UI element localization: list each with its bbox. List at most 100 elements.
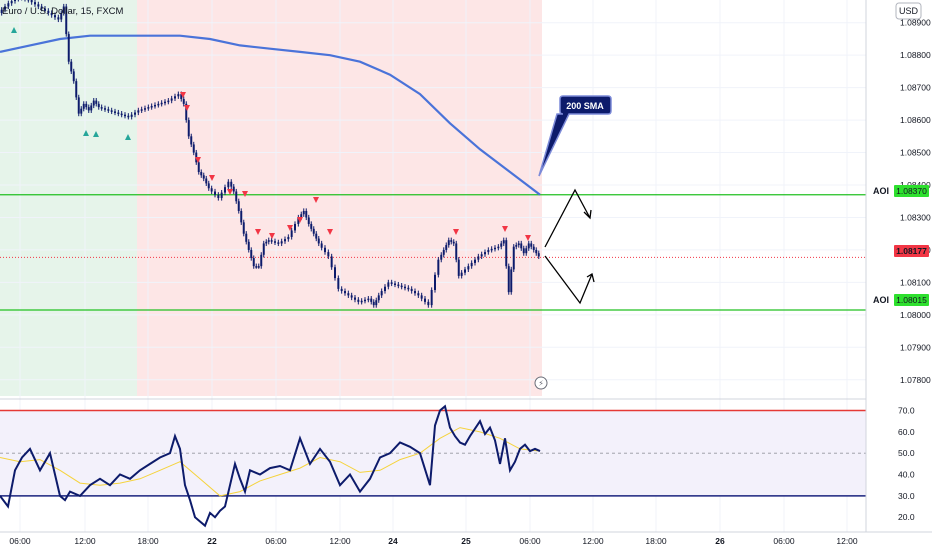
time-tick-label: 06:00 xyxy=(519,536,541,546)
price-candle-body xyxy=(4,6,6,10)
last-price-tag: 1.08177 xyxy=(894,245,929,257)
price-candle-body xyxy=(137,110,140,113)
price-candle-body xyxy=(187,120,190,137)
price-candle-body xyxy=(237,201,240,211)
price-axis[interactable] xyxy=(866,0,932,532)
price-candle-body xyxy=(255,266,258,268)
aoi-lower-tag: AOI 1.08015 xyxy=(873,294,929,306)
price-candle-body xyxy=(85,103,88,108)
price-candle-body xyxy=(302,210,305,215)
sell-signal-icon xyxy=(255,229,261,235)
time-tick-label: 25 xyxy=(461,536,471,546)
price-candle-body xyxy=(370,298,373,302)
price-candle-body xyxy=(114,111,116,113)
symbol-title[interactable]: Euro / U.S. Dollar, 15, FXCM xyxy=(2,6,124,17)
aoi-lower-label: AOI xyxy=(873,295,889,305)
replay-icon[interactable]: ⚡ xyxy=(534,376,548,390)
price-candle-body xyxy=(7,3,10,7)
price-candle-body xyxy=(10,1,13,4)
price-candle-body xyxy=(464,269,466,273)
price-candle-body xyxy=(474,259,476,263)
price-candle-body xyxy=(140,109,143,111)
price-candle-body xyxy=(517,243,520,246)
price-candle-body xyxy=(390,282,393,284)
price-candle-body xyxy=(160,102,163,105)
price-candle-body xyxy=(494,247,496,250)
price-candle-body xyxy=(207,183,210,189)
price-candle-body xyxy=(490,248,493,251)
price-candle-body xyxy=(327,252,330,257)
price-candle-body xyxy=(174,96,176,99)
price-candle-body xyxy=(315,233,318,239)
time-tick-label: 24 xyxy=(388,536,398,546)
price-candle-body xyxy=(197,162,200,173)
price-candle-body xyxy=(104,108,106,110)
price-candle-body xyxy=(380,291,383,296)
price-candle-body xyxy=(397,284,400,287)
price-candle-body xyxy=(240,210,243,223)
price-candle-body xyxy=(260,254,263,267)
price-candle-body xyxy=(60,12,63,20)
price-tick-label: 1.08900 xyxy=(900,18,931,28)
price-candle-body xyxy=(467,266,470,270)
time-axis-ticks: 06:00 12:00 18:00 22 06:00 12:00 24 25 06:00 12:0… xyxy=(9,536,858,546)
price-candle-body xyxy=(447,240,450,246)
price-candle-body xyxy=(34,2,36,5)
price-candle-body xyxy=(157,103,160,106)
price-candle-body xyxy=(505,240,508,267)
price-candle-body xyxy=(200,172,203,176)
rsi-tick-label: 70.0 xyxy=(898,406,915,416)
price-candle-body xyxy=(437,259,440,275)
price-candle-body xyxy=(100,107,103,109)
price-candle-body xyxy=(430,289,433,306)
sell-signal-icon xyxy=(297,217,303,223)
price-candle-body xyxy=(317,238,320,244)
price-candle-body xyxy=(350,295,353,298)
price-candle-body xyxy=(384,286,386,292)
svg-text:⚡: ⚡ xyxy=(538,379,544,388)
price-candle-body xyxy=(305,210,308,218)
sell-signal-icon xyxy=(502,226,508,232)
price-candle-body xyxy=(50,12,53,16)
price-candle-body xyxy=(502,240,505,244)
price-candle-body xyxy=(442,249,445,255)
price-candle-body xyxy=(525,248,528,254)
price-candle-body xyxy=(347,293,350,296)
price-tick-label: 1.08000 xyxy=(900,310,931,320)
price-candle-body xyxy=(82,103,85,109)
price-candle-body xyxy=(364,299,366,302)
sell-signal-icon xyxy=(184,105,190,111)
price-candle-body xyxy=(182,99,185,104)
price-candle-body xyxy=(427,301,430,306)
price-candle-body xyxy=(512,246,515,270)
price-candle-body xyxy=(445,245,448,250)
sma-callout-label: 200 SMA xyxy=(566,101,604,111)
price-candle-body xyxy=(410,288,413,292)
price-candle-body xyxy=(14,0,16,2)
price-candle-body xyxy=(192,144,195,153)
currency-button[interactable]: USD xyxy=(895,2,922,20)
price-candle-body xyxy=(354,297,356,300)
price-candle-body xyxy=(180,94,183,99)
sell-signal-icon xyxy=(269,233,275,239)
rsi-line xyxy=(0,404,541,528)
price-candle-body xyxy=(232,186,235,192)
price-candle-body xyxy=(205,178,208,184)
price-candle-body xyxy=(57,17,60,20)
price-tick-label: 1.08800 xyxy=(900,50,931,60)
price-candle-body xyxy=(224,187,226,193)
sma-callout: 200 SMA xyxy=(538,95,612,177)
price-tick-label: 1.08300 xyxy=(900,212,931,222)
time-axis[interactable] xyxy=(0,532,932,550)
time-tick-label: 22 xyxy=(207,536,217,546)
price-candle-body xyxy=(372,301,375,306)
price-candle-body xyxy=(535,249,538,254)
price-candle-body xyxy=(185,103,188,121)
price-candle-body xyxy=(170,98,173,101)
sell-signal-icon xyxy=(525,235,531,241)
price-candle-body xyxy=(357,299,360,302)
price-candles xyxy=(0,0,540,308)
projection-up-arrow xyxy=(544,188,592,248)
